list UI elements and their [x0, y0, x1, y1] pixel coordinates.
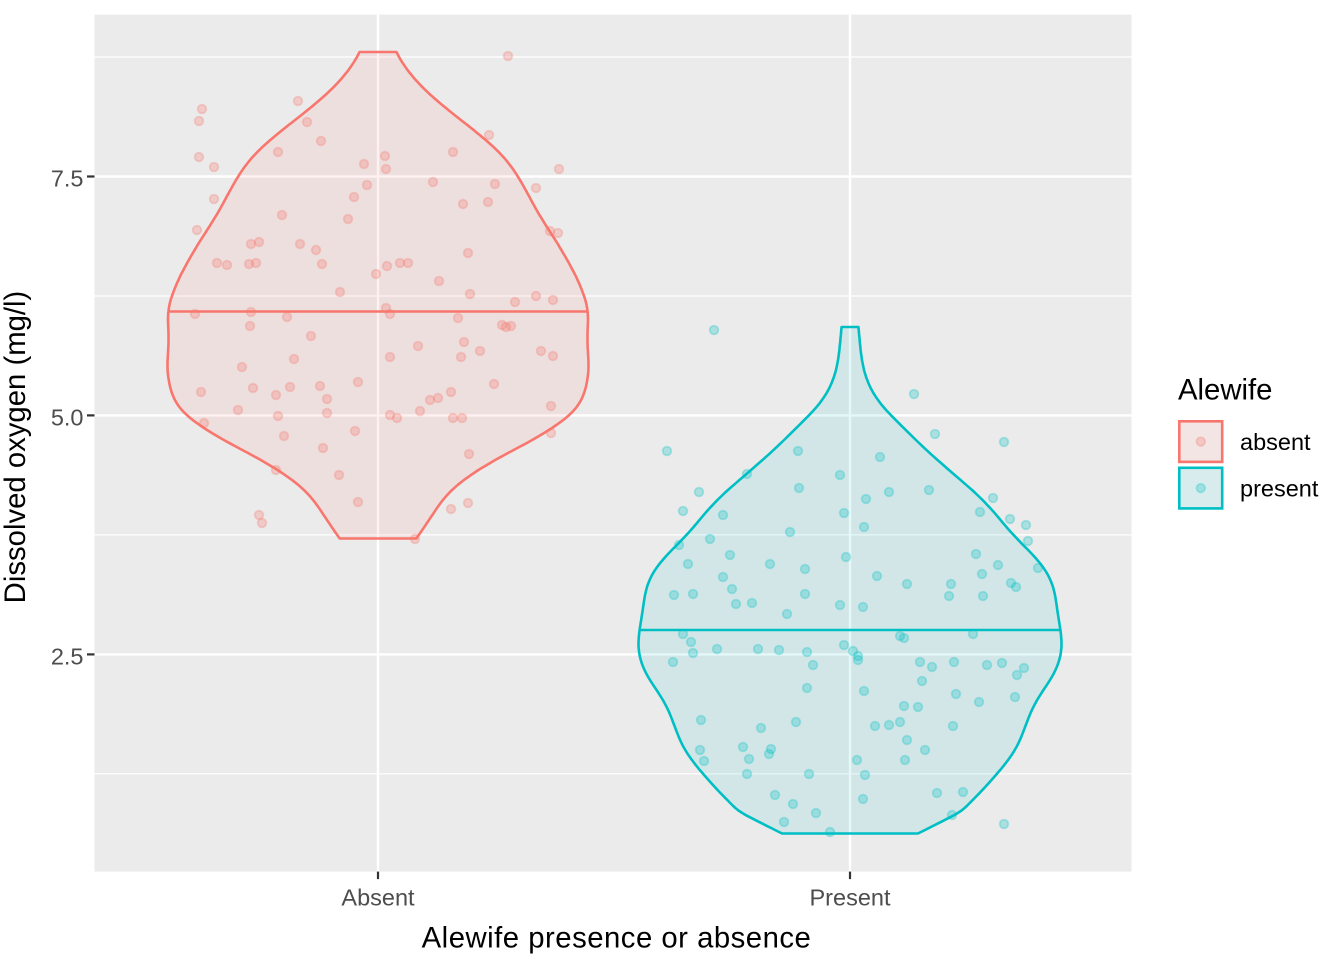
svg-text:Dissolved oxygen (mg/l): Dissolved oxygen (mg/l) — [0, 291, 32, 604]
svg-text:Alewife: Alewife — [1178, 374, 1272, 407]
svg-text:5.0: 5.0 — [51, 405, 84, 431]
svg-text:present: present — [1240, 476, 1319, 502]
svg-text:Absent: Absent — [341, 885, 415, 911]
svg-text:absent: absent — [1240, 429, 1311, 455]
svg-text:Alewife presence or absence: Alewife presence or absence — [422, 922, 812, 955]
svg-text:Present: Present — [810, 885, 891, 911]
svg-text:2.5: 2.5 — [51, 644, 84, 670]
svg-text:7.5: 7.5 — [51, 166, 84, 192]
